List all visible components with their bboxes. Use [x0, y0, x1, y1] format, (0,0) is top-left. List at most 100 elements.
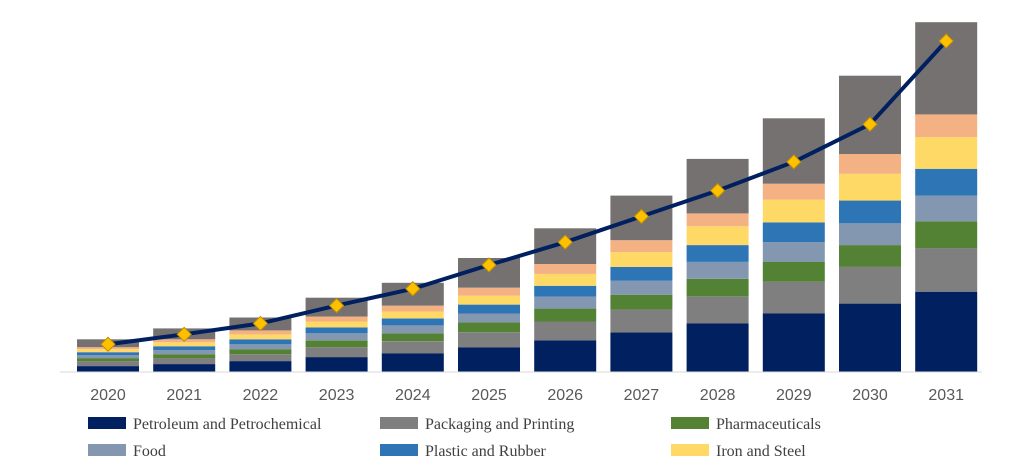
bar-segment-2030-s2 [839, 245, 901, 267]
bar-segment-2026-s6 [534, 264, 597, 274]
bar-segment-2020-s2 [77, 358, 139, 362]
bar-segment-2021-s2 [153, 354, 216, 359]
bar-segment-2023-s4 [305, 327, 368, 334]
bar-segment-2026-s2 [534, 308, 597, 322]
bar-segment-2020-s0 [77, 366, 139, 372]
bar-segment-2023-s6 [305, 316, 368, 322]
legend-label: Pharmaceuticals [716, 416, 821, 433]
bar-segment-2022-s3 [229, 344, 292, 350]
bar-segment-2025-s6 [458, 287, 520, 296]
bar-segment-2031-s4 [915, 168, 978, 196]
bar-segment-2024-s0 [381, 353, 444, 372]
bar-segment-2028-s5 [686, 226, 749, 246]
trend-marker-2029 [786, 154, 802, 170]
bar-segment-2025-s3 [458, 313, 520, 323]
trend-marker-2024 [405, 281, 421, 297]
bar-segment-2029-s1 [762, 281, 825, 314]
bar-segment-2022-s0 [229, 361, 292, 372]
x-tick-label: 2030 [852, 387, 888, 404]
bar-segment-2027-s5 [610, 252, 673, 267]
bar-segment-2020-s3 [77, 355, 139, 359]
legend-swatch [671, 417, 709, 429]
bar-segment-2028-s4 [686, 245, 749, 262]
bar-segment-2026-s4 [534, 285, 597, 297]
bar-segment-2024-s1 [381, 341, 444, 354]
bar-segment-2029-s5 [762, 199, 825, 223]
bar-segment-2023-s1 [305, 347, 368, 358]
trend-line [107, 39, 948, 347]
bar-segment-2025-s5 [458, 295, 520, 305]
x-tick-label: 2023 [319, 387, 355, 404]
bar-segment-2029-s0 [762, 313, 825, 372]
x-tick-label: 2025 [471, 387, 507, 404]
legend-swatch [671, 444, 709, 456]
bar-segment-2022-s6 [229, 330, 292, 335]
bar-segment-2028-s1 [686, 296, 749, 324]
bar-segment-2021-s3 [153, 350, 216, 355]
legend-swatch [380, 444, 418, 456]
x-tick-label: 2024 [395, 387, 431, 404]
bar-segment-2024-s2 [381, 333, 444, 342]
bar-layer [77, 22, 978, 372]
bar-segment-2027-s6 [610, 240, 673, 253]
bar-segment-2029-s6 [762, 183, 825, 200]
bar-segment-2027-s2 [610, 294, 673, 310]
x-tick-label: 2022 [243, 387, 279, 404]
bar-segment-2020-s4 [77, 352, 139, 356]
x-tick-label: 2020 [90, 387, 126, 404]
x-axis-ticks: 2020 2021 2022 2023 2024 2025 2026 2027 2028 2029… [90, 387, 964, 404]
legend-label: Iron and Steel [716, 443, 806, 460]
bar-segment-2028-s3 [686, 262, 749, 279]
bar-segment-2027-s3 [610, 280, 673, 295]
bar-segment-2030-s1 [839, 266, 901, 304]
x-tick-label: 2026 [547, 387, 583, 404]
bar-segment-2031-s6 [915, 114, 978, 138]
bar-segment-2021-s0 [153, 364, 216, 372]
bar-segment-2024-s5 [381, 311, 444, 319]
trend-marker-2021 [176, 326, 192, 343]
bar-segment-2022-s5 [229, 334, 292, 340]
bar-segment-2023-s5 [305, 321, 368, 328]
x-tick-label: 2027 [624, 387, 660, 404]
x-tick-label: 2028 [700, 387, 736, 404]
bar-segment-2023-s0 [305, 357, 368, 372]
bar-segment-2026-s0 [534, 340, 597, 372]
bar-segment-2031-s3 [915, 195, 978, 222]
bar-segment-2025-s2 [458, 322, 520, 333]
bar-segment-2031-s5 [915, 137, 978, 169]
bar-segment-2030-s4 [839, 200, 901, 224]
x-tick-label: 2031 [928, 387, 964, 404]
bar-segment-2029-s3 [762, 242, 825, 262]
bar-segment-2025-s4 [458, 304, 520, 314]
bar-segment-2021-s5 [153, 342, 216, 347]
bar-segment-2024-s4 [381, 318, 444, 326]
bar-segment-2029-s4 [762, 222, 825, 243]
bar-segment-2022-s4 [229, 339, 292, 345]
bar-segment-2030-s5 [839, 173, 901, 201]
trend-marker-2022 [252, 315, 269, 332]
bar-segment-2023-s3 [305, 333, 368, 341]
bar-segment-2024-s3 [381, 325, 444, 334]
bar-segment-2031-s0 [915, 291, 978, 372]
bar-segment-2027-s1 [610, 309, 673, 333]
bar-segment-2026-s1 [534, 321, 597, 341]
bar-segment-2026-s5 [534, 273, 597, 286]
trend-marker-2026 [557, 234, 573, 250]
bar-segment-2022-s1 [229, 354, 292, 362]
trend-marker-2030 [862, 116, 878, 132]
trend-line-layer [100, 33, 954, 352]
bar-segment-2027-s0 [610, 332, 673, 372]
legend-label: Packaging and Printing [425, 416, 574, 433]
legend-label: Food [133, 443, 166, 460]
bar-segment-2028-s6 [686, 213, 749, 227]
trend-marker-2023 [328, 297, 345, 314]
bar-segment-2026-s3 [534, 296, 597, 309]
bar-segment-2022-s2 [229, 349, 292, 355]
bar-segment-2028-s2 [686, 278, 749, 297]
trend-marker-2020 [100, 336, 116, 352]
bar-segment-2028-s0 [686, 323, 749, 372]
legend-swatch [380, 417, 418, 429]
legend-swatch [88, 417, 126, 429]
bar-segment-2020-s1 [77, 361, 139, 367]
